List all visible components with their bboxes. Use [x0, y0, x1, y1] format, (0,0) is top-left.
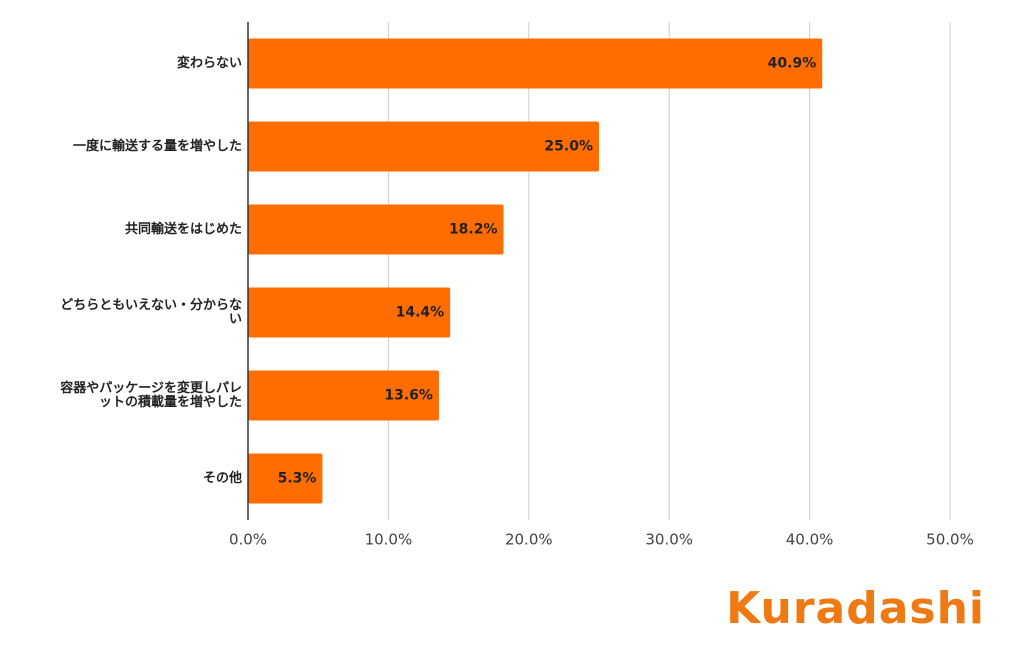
y-tick-label: 変わらない	[176, 55, 242, 71]
value-label: 25.0%	[544, 139, 593, 155]
y-tick-label: 共同輸送をはじめた	[124, 221, 242, 237]
value-label: 5.3%	[278, 471, 317, 487]
bar	[248, 121, 599, 172]
bar	[248, 38, 823, 89]
value-label: 13.6%	[384, 388, 433, 404]
bar	[248, 370, 439, 421]
x-tick-label: 40.0%	[786, 531, 834, 549]
bar	[248, 453, 323, 504]
bar	[248, 204, 504, 255]
y-tick-label: どちらともいえない・分からない	[60, 297, 242, 327]
x-tick-label: 20.0%	[505, 531, 553, 549]
x-tick-label: 50.0%	[926, 531, 974, 549]
y-tick-label: 容器やパッケージを変更しパレットの積載量を増やした	[60, 380, 242, 410]
y-tick-label: その他	[202, 470, 242, 486]
value-label: 40.9%	[768, 56, 817, 72]
x-tick-label: 30.0%	[645, 531, 693, 549]
value-label: 14.4%	[396, 305, 445, 321]
y-tick-label: 一度に輸送する量を増やした	[72, 138, 242, 154]
value-label: 18.2%	[449, 222, 498, 238]
bar	[248, 287, 451, 338]
logo: Kuradashi	[726, 583, 985, 634]
x-tick-label: 10.0%	[365, 531, 413, 549]
x-tick-label: 0.0%	[229, 531, 267, 549]
